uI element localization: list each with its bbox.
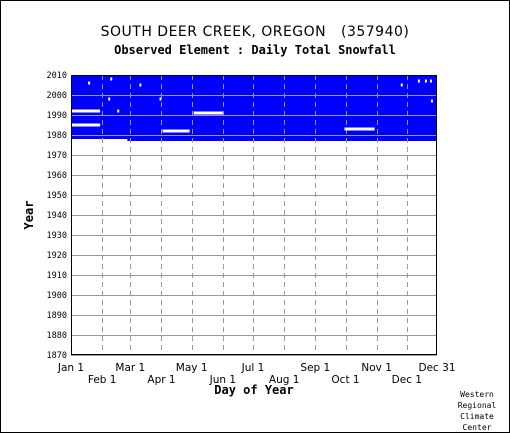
x-tick-label: Feb 1 [88, 374, 117, 386]
missing-data-mark [139, 83, 142, 87]
y-tick-label: 1940 [47, 211, 67, 221]
x-tick-label: Nov 1 [361, 362, 392, 374]
y-tick-label: 2010 [47, 71, 67, 81]
y-tick-label: 1900 [47, 291, 67, 301]
x-tick-label: Apr 1 [147, 374, 175, 386]
x-tick-label: Oct 1 [331, 374, 359, 386]
y-tick-label: 1910 [47, 271, 67, 281]
missing-data-mark [430, 99, 433, 103]
missing-data-mark [193, 111, 223, 115]
x-tick-label: Dec 1 [392, 374, 422, 386]
missing-data-mark [159, 97, 162, 101]
credit-line: Western [460, 390, 494, 399]
x-tick-label: Jun 1 [209, 374, 236, 386]
y-tick-label: 1990 [47, 111, 67, 121]
y-tick-label: 1920 [47, 251, 67, 261]
y-tick-label: 1880 [47, 331, 67, 341]
missing-data-mark [344, 127, 375, 131]
missing-coverage-block [71, 139, 128, 141]
y-tick-label: 1970 [47, 151, 67, 161]
plot-border [71, 75, 437, 355]
credit-line: Center [462, 423, 492, 432]
missing-data-mark [69, 93, 72, 97]
x-tick-label: Mar 1 [115, 362, 145, 374]
missing-data-mark [162, 129, 190, 133]
missing-data-mark [429, 79, 432, 83]
credit-line: Regional [457, 401, 497, 410]
x-tick-label: Sep 1 [300, 362, 330, 374]
x-tick-label: Aug 1 [269, 374, 300, 386]
x-axis-title: Day of Year [214, 383, 293, 397]
x-tick-label: May 1 [176, 362, 208, 374]
missing-data-mark [417, 79, 420, 83]
credit-block: Western Regional Climate Center [452, 389, 502, 433]
missing-data-mark [71, 123, 101, 127]
x-tick-label: Jul 1 [241, 362, 265, 374]
missing-data-mark [71, 109, 101, 113]
y-axis-title: Year [22, 201, 36, 230]
y-tick-label: 2000 [47, 91, 67, 101]
y-tick-label: 1950 [47, 191, 67, 201]
x-tick-label: Dec 31 [418, 362, 455, 374]
credit-line: Climate [460, 412, 494, 421]
chart-title: SOUTH DEER CREEK, OREGON (357940) [100, 24, 410, 40]
y-tick-label: 1870 [47, 351, 67, 361]
missing-data-mark [424, 79, 427, 83]
y-tick-label: 1980 [47, 131, 67, 141]
missing-data-mark [88, 81, 91, 85]
chart-subtitle: Observed Element : Daily Total Snowfall [114, 43, 396, 57]
missing-data-mark [110, 77, 113, 81]
y-tick-label: 1890 [47, 311, 67, 321]
missing-data-mark [117, 109, 120, 113]
y-tick-label: 1960 [47, 171, 67, 181]
x-tick-label: Jan 1 [57, 362, 84, 374]
y-tick-label: 1930 [47, 231, 67, 241]
missing-data-mark [400, 83, 403, 87]
missing-data-mark [108, 97, 111, 101]
